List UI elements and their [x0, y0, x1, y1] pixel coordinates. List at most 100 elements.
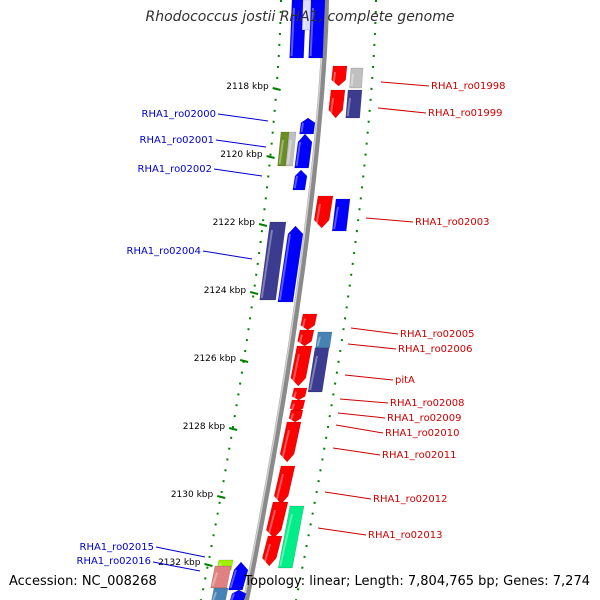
gene-block [229, 589, 247, 600]
left-leader-line [215, 139, 267, 148]
gene-label-left: RHA1_ro02004 [127, 246, 202, 257]
gene-block-shade [300, 122, 304, 133]
scale-label: 2130 kbp [171, 490, 214, 500]
gene-block [211, 587, 229, 600]
gene-block-shade [278, 233, 291, 301]
gene-block [279, 421, 302, 463]
scale-tick [216, 495, 226, 499]
gene-block-shade [263, 543, 271, 565]
gene-block-shade [212, 591, 217, 600]
gene-block-shade [290, 413, 294, 421]
map-title: Rhodococcus jostii RHA1, complete genome [145, 9, 455, 25]
gene-block-shade [267, 509, 276, 537]
gene-block [328, 89, 346, 119]
right-leader-line [365, 217, 414, 223]
right-leader-line [377, 107, 427, 114]
scale-tick [228, 427, 238, 431]
right-leader-line [332, 447, 381, 456]
gene-block-shade [275, 473, 284, 503]
gene-block-shade [309, 355, 318, 391]
gene-block [277, 225, 304, 303]
gene-label-right: RHA1_ro02011 [382, 450, 457, 461]
gene-label-left: RHA1_ro02001 [140, 135, 215, 146]
gene-block [300, 313, 318, 331]
gene-block-shade [291, 353, 300, 385]
gene-label-left: RHA1_ro02015 [80, 542, 155, 553]
gene-block [259, 221, 287, 301]
left-leader-line [213, 168, 263, 177]
scale-tick [258, 223, 268, 227]
right-leader-line [339, 398, 389, 404]
gene-block [301, 0, 312, 31]
gene-block-shade [290, 7, 295, 57]
left-leader-line [155, 546, 206, 558]
gene-label-right: RHA1_ro01998 [431, 81, 506, 92]
left-scale-rail [200, 0, 282, 600]
gene-block-shade [293, 391, 297, 399]
gene-block [292, 169, 308, 191]
gene-label-right: RHA1_ro02013 [368, 530, 443, 541]
scale-tick [249, 291, 259, 295]
gene-block [307, 347, 330, 393]
gene-label-right: RHA1_ro02006 [398, 344, 473, 355]
gene-block-shade [315, 203, 321, 227]
scale-label: 2132 kbp [158, 558, 201, 568]
gene-block [291, 387, 308, 401]
right-leader-line [337, 412, 386, 419]
gene-block-shade [333, 206, 339, 230]
right-leader-line [344, 374, 394, 381]
accession-label: Accession: NC_008268 [9, 574, 157, 589]
right-scale-rail [295, 0, 377, 600]
gene-block-shade [309, 7, 314, 57]
gene-block-shade [229, 569, 237, 589]
right-leader-line [324, 491, 372, 500]
gene-block [294, 133, 313, 169]
gene-label-right: RHA1_ro01999 [428, 108, 503, 119]
gene-block-shade [286, 139, 292, 165]
gene-block [313, 195, 334, 229]
right-leader-line [317, 527, 367, 536]
scale-label: 2126 kbp [194, 354, 237, 364]
gene-block [345, 89, 363, 119]
left-leader-line [217, 113, 269, 122]
gene-block-shade [301, 318, 306, 329]
gene-label-right: RHA1_ro02012 [373, 494, 448, 505]
gene-block-shade [260, 229, 273, 299]
gene-block [266, 501, 289, 539]
gene-block [331, 65, 348, 87]
gene-label-right: pitA [395, 375, 415, 386]
scale-label: 2124 kbp [204, 286, 247, 296]
gene-block [285, 131, 297, 167]
gene-label-right: RHA1_ro02008 [390, 398, 465, 409]
gene-block [299, 117, 316, 135]
scale-tick [204, 563, 213, 567]
right-leader-line [380, 81, 430, 87]
right-leader-line [335, 424, 384, 434]
scale-label: 2128 kbp [183, 422, 226, 432]
left-leader-line [152, 561, 201, 572]
right-leader-line [350, 327, 399, 335]
gene-block [262, 535, 283, 567]
gene-block-shade [278, 139, 284, 165]
gene-block-shade [279, 513, 293, 567]
gene-block [308, 0, 326, 59]
gene-label-right: RHA1_ro02009 [387, 413, 462, 424]
scale-tick [272, 87, 281, 91]
gene-block [290, 345, 313, 387]
gene-block [315, 331, 333, 349]
gene-label-right: RHA1_ro02005 [400, 329, 475, 340]
gene-block [288, 409, 304, 423]
scale-label: 2120 kbp [220, 150, 263, 160]
gene-block-shade [303, 7, 306, 29]
gene-block [289, 0, 307, 59]
gene-block-shade [230, 593, 235, 600]
right-leader-line [347, 343, 397, 350]
scale-tick [239, 359, 249, 363]
gene-block [228, 561, 249, 591]
gene-block-shade [291, 403, 295, 411]
gene-block [331, 198, 351, 232]
gene-label-left: RHA1_ro02002 [138, 164, 213, 175]
gene-block [273, 465, 296, 505]
